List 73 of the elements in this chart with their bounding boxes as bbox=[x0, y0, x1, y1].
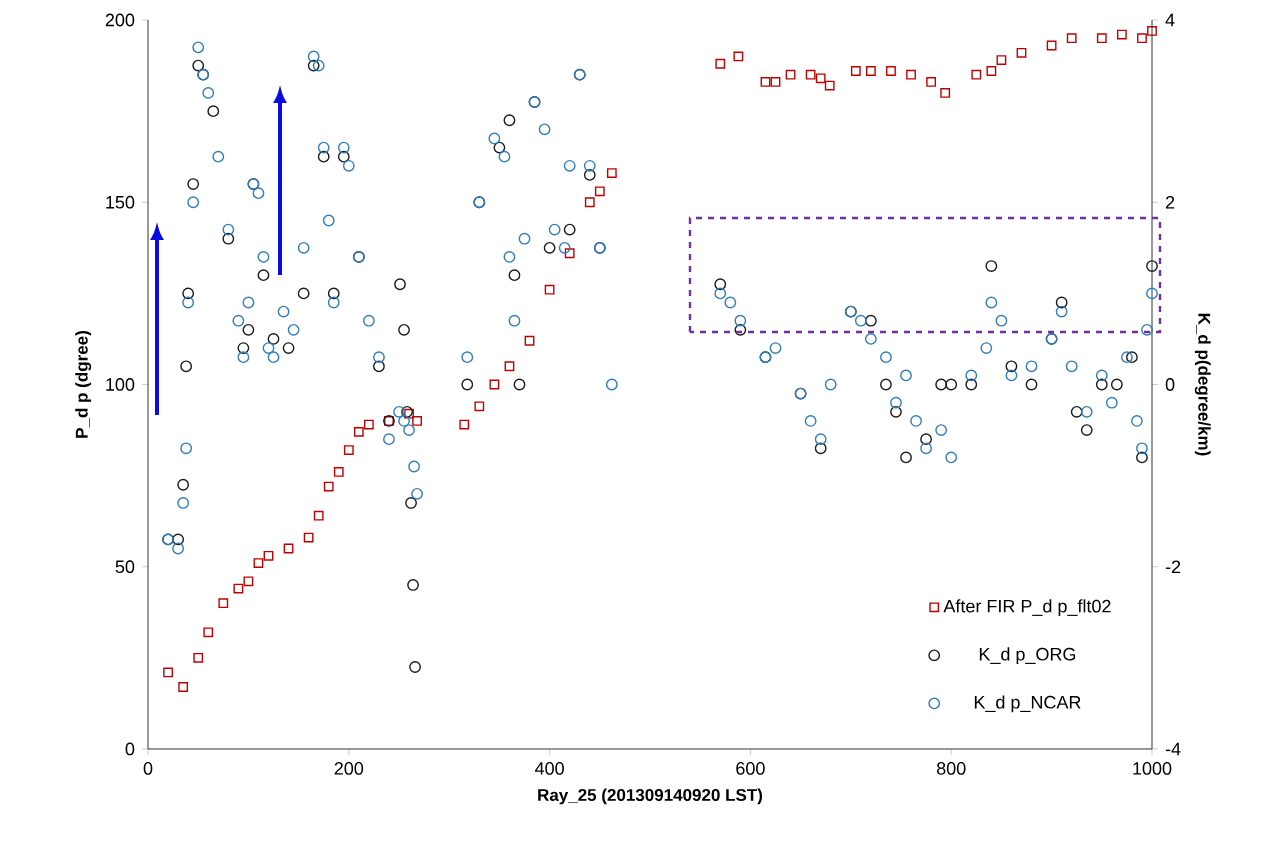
y-tick-label: 50 bbox=[115, 560, 135, 574]
point bbox=[524, 335, 535, 346]
point bbox=[163, 667, 173, 678]
x-tick-label: 0 bbox=[143, 762, 153, 775]
point bbox=[1066, 33, 1077, 44]
point bbox=[926, 77, 937, 87]
point bbox=[1147, 26, 1157, 36]
x-tick-label: 600 bbox=[736, 762, 765, 775]
legend-label: K_d p_NCAR bbox=[974, 695, 1081, 713]
y2-tick-label: -2 bbox=[1165, 560, 1181, 574]
point bbox=[459, 419, 470, 430]
x-tick-label: 800 bbox=[936, 762, 966, 775]
point bbox=[283, 543, 294, 554]
point bbox=[606, 168, 617, 178]
point bbox=[504, 361, 515, 372]
point bbox=[333, 467, 344, 477]
point bbox=[850, 66, 861, 76]
x-tick-label: 1000 bbox=[1133, 762, 1172, 775]
y2-tick-label: 4 bbox=[1165, 13, 1175, 27]
point bbox=[760, 77, 771, 87]
y2-tick-label: -4 bbox=[1165, 742, 1181, 756]
point bbox=[815, 73, 826, 84]
point bbox=[544, 284, 555, 295]
legend-label: After FIR P_d p_flt02 bbox=[943, 599, 1111, 617]
point bbox=[971, 69, 982, 80]
point bbox=[233, 583, 244, 594]
y-axis-title: P_d p (dgree) bbox=[75, 331, 92, 438]
y2-tick-label: 2 bbox=[1165, 195, 1175, 209]
legend-label: K_d p_ORG bbox=[979, 647, 1076, 665]
point bbox=[343, 445, 354, 455]
point bbox=[363, 419, 374, 430]
x-tick-label: 400 bbox=[535, 762, 564, 775]
point bbox=[940, 87, 951, 98]
point bbox=[178, 682, 189, 692]
point bbox=[323, 481, 334, 492]
point bbox=[203, 627, 214, 638]
point bbox=[412, 416, 422, 426]
point bbox=[353, 426, 364, 437]
point bbox=[824, 80, 835, 91]
point bbox=[1137, 33, 1147, 44]
point bbox=[996, 55, 1007, 65]
point bbox=[489, 379, 500, 390]
point bbox=[303, 532, 314, 543]
point bbox=[865, 66, 876, 76]
point bbox=[906, 69, 916, 80]
point bbox=[886, 66, 896, 76]
point bbox=[218, 598, 229, 609]
point bbox=[805, 69, 816, 80]
point bbox=[1096, 33, 1107, 44]
point bbox=[1016, 47, 1027, 58]
point bbox=[313, 510, 324, 521]
point bbox=[263, 550, 274, 561]
point bbox=[1116, 29, 1127, 40]
x-axis-title: Ray_25 (201309140920 LST) bbox=[538, 788, 763, 805]
point bbox=[1046, 40, 1057, 51]
point bbox=[243, 576, 254, 587]
point bbox=[770, 77, 781, 87]
point bbox=[584, 197, 595, 208]
point bbox=[986, 66, 997, 76]
point bbox=[785, 69, 796, 80]
point bbox=[594, 186, 605, 197]
point bbox=[715, 58, 726, 69]
y-tick-label: 200 bbox=[105, 13, 135, 27]
y2-tick-label: 0 bbox=[1165, 378, 1175, 391]
y-tick-label: 0 bbox=[125, 742, 135, 756]
y-tick-label: 100 bbox=[106, 378, 135, 391]
point bbox=[474, 401, 485, 412]
y-tick-label: 150 bbox=[106, 195, 135, 209]
point bbox=[253, 558, 264, 568]
point bbox=[733, 51, 744, 62]
x-tick-label: 200 bbox=[334, 762, 364, 775]
y2-axis-title: K_d p(degree/km) bbox=[1194, 313, 1211, 456]
point bbox=[193, 652, 204, 663]
